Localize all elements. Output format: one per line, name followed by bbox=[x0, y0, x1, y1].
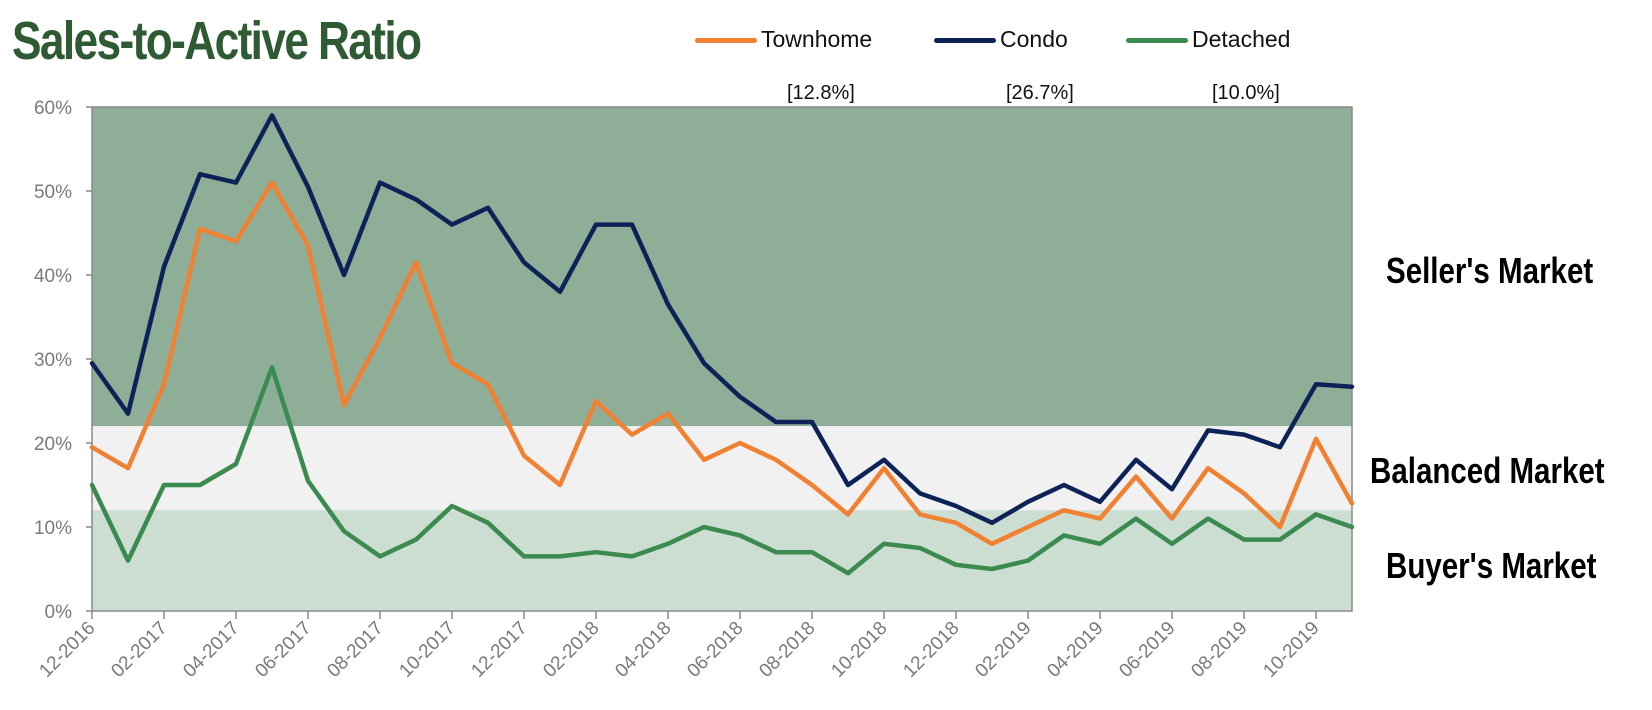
x-tick-label: 08-2019 bbox=[1187, 618, 1251, 682]
zone-label-balanced: Balanced Market bbox=[1370, 450, 1605, 491]
x-tick-label: 06-2018 bbox=[683, 618, 747, 682]
legend-label-townhome: Townhome bbox=[761, 26, 873, 52]
legend-value-condo: [26.7%] bbox=[1006, 82, 1074, 104]
x-tick-label: 10-2019 bbox=[1259, 618, 1323, 682]
x-tick-label: 12-2018 bbox=[899, 618, 963, 682]
y-tick-label: 0% bbox=[45, 602, 73, 623]
legend-label-condo: Condo bbox=[1000, 26, 1068, 52]
y-tick-label: 30% bbox=[34, 350, 72, 371]
y-tick-label: 20% bbox=[34, 434, 72, 455]
legend-swatch-townhome bbox=[695, 38, 757, 43]
series-line-townhome bbox=[89, 180, 1355, 547]
x-tick-label: 02-2018 bbox=[539, 618, 603, 682]
x-tick-label: 12-2017 bbox=[467, 618, 531, 682]
series-line-condo bbox=[89, 113, 1355, 526]
x-tick-label: 06-2017 bbox=[251, 618, 315, 682]
legend-label-detached: Detached bbox=[1192, 26, 1291, 52]
y-tick-label: 10% bbox=[34, 518, 72, 539]
x-tick-label: 02-2019 bbox=[971, 618, 1035, 682]
x-tick-label: 10-2018 bbox=[827, 618, 891, 682]
legend-value-detached: [10.0%] bbox=[1212, 82, 1280, 104]
zone-band-seller bbox=[92, 107, 1352, 427]
x-tick-label: 04-2019 bbox=[1043, 618, 1107, 682]
chart-title: Sales-to-Active Ratio bbox=[12, 11, 422, 71]
x-tick-label: 02-2017 bbox=[107, 618, 171, 682]
zone-band-buyer bbox=[92, 510, 1352, 611]
x-tick-label: 08-2018 bbox=[755, 618, 819, 682]
zone-band-balanced bbox=[92, 426, 1352, 511]
y-tick-label: 40% bbox=[34, 266, 72, 287]
series-line-detached bbox=[89, 365, 1355, 576]
x-tick-label: 04-2017 bbox=[179, 618, 243, 682]
x-tick-label: 12-2016 bbox=[35, 618, 99, 682]
x-tick-label: 08-2017 bbox=[323, 618, 387, 682]
y-tick-label: 50% bbox=[34, 182, 72, 203]
zone-label-buyer: Buyer's Market bbox=[1386, 545, 1597, 586]
zone-label-seller: Seller's Market bbox=[1386, 250, 1594, 291]
legend-value-townhome: [12.8%] bbox=[787, 82, 855, 104]
y-tick-label: 60% bbox=[34, 98, 72, 119]
legend-swatch-detached bbox=[1126, 38, 1188, 43]
x-tick-label: 10-2017 bbox=[395, 618, 459, 682]
x-tick-label: 04-2018 bbox=[611, 618, 675, 682]
legend-swatch-condo bbox=[934, 38, 996, 43]
x-tick-label: 06-2019 bbox=[1115, 618, 1179, 682]
